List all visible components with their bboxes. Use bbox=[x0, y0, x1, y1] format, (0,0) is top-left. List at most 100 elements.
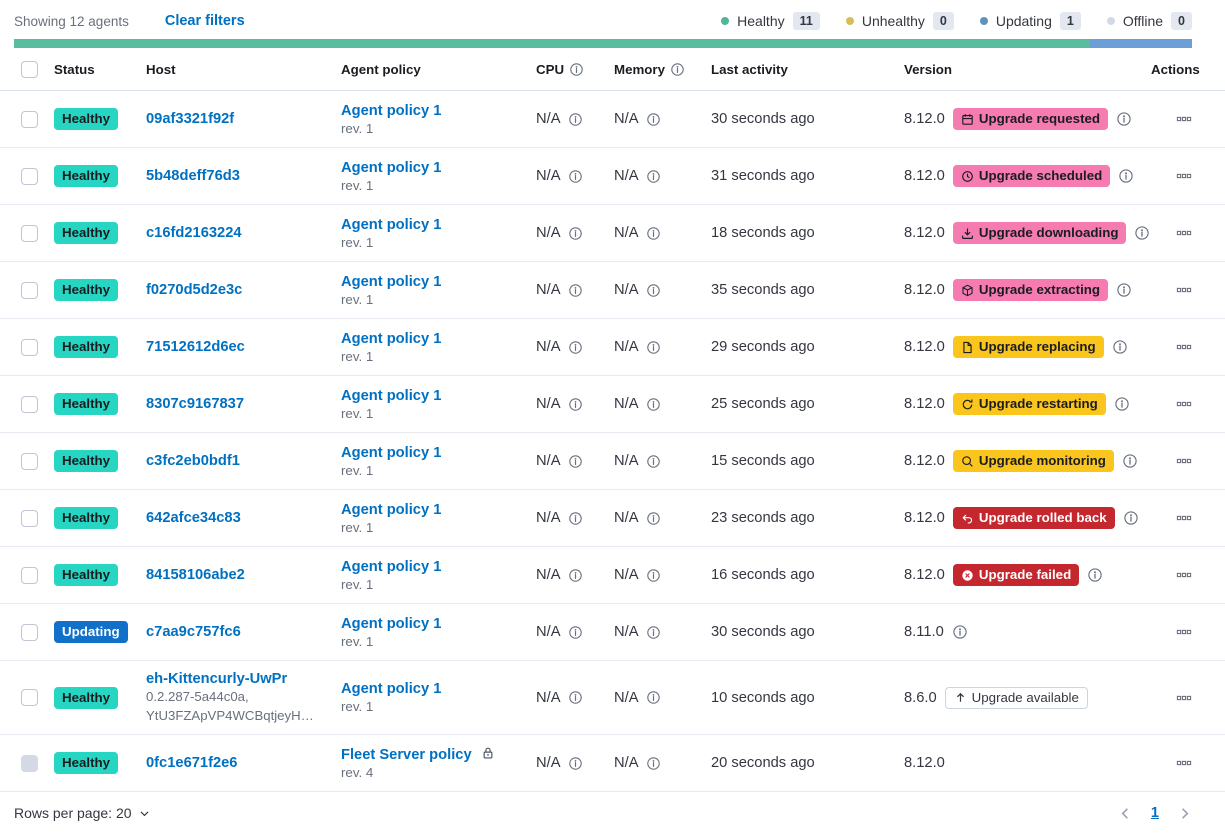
info-icon[interactable] bbox=[1116, 111, 1132, 127]
host-link[interactable]: 5b48deff76d3 bbox=[146, 168, 240, 184]
info-icon[interactable] bbox=[646, 756, 661, 771]
host-link[interactable]: 0fc1e671f2e6 bbox=[146, 755, 238, 771]
last-activity-value: 23 seconds ago bbox=[711, 510, 815, 526]
info-icon[interactable] bbox=[646, 568, 661, 583]
info-icon[interactable] bbox=[646, 226, 661, 241]
agent-policy-link[interactable]: Fleet Server policy bbox=[341, 746, 472, 763]
legend-item-unhealthy[interactable]: Unhealthy 0 bbox=[845, 12, 954, 30]
agent-policy-link[interactable]: Agent policy 1 bbox=[341, 444, 442, 461]
info-icon[interactable] bbox=[568, 112, 583, 127]
info-icon[interactable] bbox=[646, 283, 661, 298]
rows-per-page-button[interactable]: Rows per page: 20 bbox=[14, 805, 151, 821]
cpu-value: N/A bbox=[536, 689, 561, 706]
info-icon[interactable] bbox=[646, 340, 661, 355]
info-icon[interactable] bbox=[568, 226, 583, 241]
info-icon[interactable] bbox=[1118, 168, 1134, 184]
agent-policy-link[interactable]: Agent policy 1 bbox=[341, 501, 442, 518]
agent-policy-link[interactable]: Agent policy 1 bbox=[341, 615, 442, 632]
actions-menu-button[interactable] bbox=[1176, 690, 1192, 706]
info-icon[interactable] bbox=[1114, 396, 1130, 412]
actions-menu-button[interactable] bbox=[1176, 510, 1192, 526]
host-link[interactable]: f0270d5d2e3c bbox=[146, 282, 243, 298]
host-link[interactable]: 642afce34c83 bbox=[146, 510, 241, 526]
info-icon[interactable] bbox=[646, 690, 661, 705]
info-icon[interactable] bbox=[1087, 567, 1103, 583]
row-checkbox[interactable] bbox=[21, 167, 38, 185]
agent-policy-link[interactable]: Agent policy 1 bbox=[341, 216, 442, 233]
host-link[interactable]: c16fd2163224 bbox=[146, 225, 242, 241]
info-icon[interactable] bbox=[1123, 510, 1139, 526]
row-checkbox[interactable] bbox=[21, 395, 38, 413]
host-link[interactable]: 71512612d6ec bbox=[146, 339, 245, 355]
row-checkbox[interactable] bbox=[21, 110, 38, 128]
info-icon[interactable] bbox=[646, 454, 661, 469]
actions-menu-button[interactable] bbox=[1176, 624, 1192, 640]
chevron-right-icon[interactable] bbox=[1177, 806, 1192, 821]
upgrade-status-badge: Upgrade downloading bbox=[952, 222, 1127, 244]
actions-menu-button[interactable] bbox=[1176, 225, 1192, 241]
info-icon[interactable] bbox=[568, 340, 583, 355]
info-icon[interactable] bbox=[568, 690, 583, 705]
row-checkbox[interactable] bbox=[21, 338, 38, 356]
row-checkbox[interactable] bbox=[21, 689, 38, 706]
actions-menu-button[interactable] bbox=[1176, 567, 1192, 583]
info-icon[interactable] bbox=[1116, 282, 1132, 298]
host-link[interactable]: c7aa9c757fc6 bbox=[146, 624, 241, 640]
select-all-checkbox[interactable] bbox=[21, 60, 38, 78]
info-icon[interactable] bbox=[568, 756, 583, 771]
host-link[interactable]: 8307c9167837 bbox=[146, 396, 245, 412]
info-icon[interactable] bbox=[568, 511, 583, 526]
info-icon[interactable] bbox=[568, 568, 583, 583]
host-link[interactable]: 09af3321f92f bbox=[146, 111, 235, 127]
actions-menu-button[interactable] bbox=[1176, 111, 1192, 127]
chevron-down-icon bbox=[138, 807, 151, 820]
info-icon[interactable] bbox=[1112, 339, 1128, 355]
row-checkbox[interactable] bbox=[21, 224, 38, 242]
actions-menu-button[interactable] bbox=[1176, 755, 1192, 771]
agent-policy-link[interactable]: Agent policy 1 bbox=[341, 102, 442, 119]
agent-policy-link[interactable]: Agent policy 1 bbox=[341, 681, 442, 697]
info-icon[interactable] bbox=[568, 283, 583, 298]
table-row: Healthy c16fd2163224 Agent policy 1 rev.… bbox=[0, 205, 1225, 262]
page-number[interactable]: 1 bbox=[1150, 805, 1159, 821]
info-icon[interactable] bbox=[670, 62, 685, 77]
status-badge: Healthy bbox=[54, 336, 119, 358]
agent-policy-link[interactable]: Agent policy 1 bbox=[341, 273, 442, 290]
info-icon[interactable] bbox=[646, 625, 661, 640]
info-icon[interactable] bbox=[568, 625, 583, 640]
info-icon[interactable] bbox=[646, 112, 661, 127]
last-activity-value: 18 seconds ago bbox=[711, 225, 815, 241]
actions-menu-button[interactable] bbox=[1176, 282, 1192, 298]
info-icon[interactable] bbox=[568, 454, 583, 469]
info-icon[interactable] bbox=[1122, 453, 1138, 469]
info-icon[interactable] bbox=[646, 169, 661, 184]
row-checkbox[interactable] bbox=[21, 452, 38, 470]
info-icon[interactable] bbox=[1134, 225, 1150, 241]
actions-menu-button[interactable] bbox=[1176, 339, 1192, 355]
host-link[interactable]: 84158106abe2 bbox=[146, 567, 245, 583]
actions-menu-button[interactable] bbox=[1176, 453, 1192, 469]
row-checkbox[interactable] bbox=[21, 509, 38, 527]
clear-filters-link[interactable]: Clear filters bbox=[164, 13, 245, 29]
host-link[interactable]: eh-Kittencurly-UwPr bbox=[146, 671, 288, 687]
info-icon[interactable] bbox=[568, 169, 583, 184]
info-icon[interactable] bbox=[646, 511, 661, 526]
agent-policy-link[interactable]: Agent policy 1 bbox=[341, 330, 442, 347]
host-link[interactable]: c3fc2eb0bdf1 bbox=[146, 453, 240, 469]
info-icon[interactable] bbox=[952, 624, 968, 640]
row-checkbox[interactable] bbox=[21, 566, 38, 584]
legend-item-healthy[interactable]: Healthy 11 bbox=[721, 12, 820, 30]
agent-policy-link[interactable]: Agent policy 1 bbox=[341, 558, 442, 575]
agent-policy-link[interactable]: Agent policy 1 bbox=[341, 387, 442, 404]
actions-menu-button[interactable] bbox=[1176, 396, 1192, 412]
info-icon[interactable] bbox=[646, 397, 661, 412]
row-checkbox[interactable] bbox=[21, 281, 38, 299]
actions-menu-button[interactable] bbox=[1176, 168, 1192, 184]
agent-policy-link[interactable]: Agent policy 1 bbox=[341, 159, 442, 176]
row-checkbox[interactable] bbox=[21, 623, 38, 641]
legend-item-updating[interactable]: Updating 1 bbox=[979, 12, 1081, 30]
chevron-left-icon[interactable] bbox=[1118, 806, 1133, 821]
info-icon[interactable] bbox=[568, 397, 583, 412]
info-icon[interactable] bbox=[569, 62, 584, 77]
legend-item-offline[interactable]: Offline 0 bbox=[1106, 12, 1192, 30]
